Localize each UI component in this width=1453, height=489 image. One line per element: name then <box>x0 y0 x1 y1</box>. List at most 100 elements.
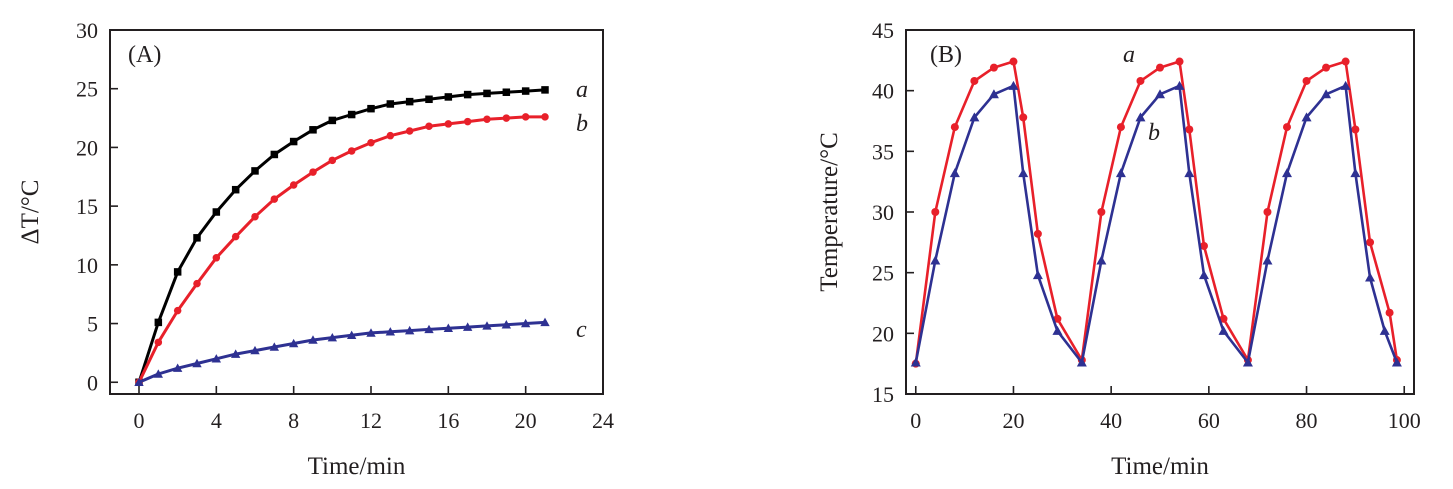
x-tick-label: 100 <box>1388 408 1421 433</box>
series-line <box>914 60 1399 364</box>
series-line <box>137 88 546 383</box>
x-tick-label: 40 <box>1100 408 1122 433</box>
data-point <box>269 342 280 351</box>
data-point <box>1009 57 1018 66</box>
data-point <box>328 116 337 125</box>
data-point <box>1175 57 1184 66</box>
data-point <box>1174 80 1185 90</box>
data-point <box>541 113 549 121</box>
data-point <box>463 90 472 99</box>
data-point <box>989 63 998 72</box>
data-point <box>1135 112 1146 122</box>
data-point <box>385 327 396 336</box>
y-axis-title: ΔT/°C <box>17 180 44 245</box>
data-point <box>520 318 531 328</box>
data-point <box>154 318 163 327</box>
series-label-c: c <box>576 317 587 343</box>
data-point <box>444 120 453 128</box>
data-point <box>1391 357 1402 367</box>
data-point <box>1097 208 1106 216</box>
data-point <box>444 93 453 101</box>
data-point <box>502 88 511 96</box>
y-tick-label: 45 <box>872 18 894 43</box>
data-point <box>425 122 433 131</box>
data-point <box>289 137 298 146</box>
data-point <box>443 323 454 332</box>
series-label-a: a <box>576 77 588 103</box>
data-point <box>212 208 221 216</box>
data-point <box>1242 357 1253 367</box>
data-point <box>193 234 201 242</box>
data-point <box>1136 76 1145 85</box>
data-point <box>540 317 550 327</box>
data-point <box>969 112 980 122</box>
x-tick-label: 16 <box>437 408 459 433</box>
data-point <box>1198 270 1209 280</box>
data-point <box>405 97 414 106</box>
chart-panel-a: 0 4 8 12 16 20 24 0 5 10 15 20 25 30 Time/min ΔT/°C (A) a… <box>17 18 614 480</box>
series-label-b: b <box>576 111 588 137</box>
data-point <box>1263 208 1272 216</box>
data-point <box>250 345 260 355</box>
data-point <box>1283 123 1291 132</box>
data-point <box>502 114 511 122</box>
x-axis-title: Time/min <box>308 453 406 480</box>
y-tick-label: 30 <box>76 18 98 43</box>
data-point <box>367 138 375 147</box>
x-tick-label: 24 <box>592 408 614 433</box>
data-point <box>211 354 222 363</box>
data-point <box>386 131 395 140</box>
data-point <box>1385 308 1394 317</box>
data-point <box>483 115 491 123</box>
data-point <box>1219 314 1228 323</box>
plot-frame <box>905 29 1415 395</box>
data-point <box>231 185 240 194</box>
y-tick-label: 15 <box>872 382 894 407</box>
data-point <box>1218 325 1229 335</box>
x-tick-label: 8 <box>288 408 299 433</box>
y-tick-label: 20 <box>76 135 98 160</box>
data-point <box>212 254 221 262</box>
data-point <box>1282 168 1292 178</box>
data-point <box>230 349 241 358</box>
data-point <box>424 324 434 334</box>
data-point <box>309 168 317 176</box>
data-point <box>231 232 240 241</box>
plot-frame <box>109 29 604 395</box>
data-point <box>1351 125 1360 134</box>
data-point <box>1366 238 1375 247</box>
data-point <box>1116 123 1125 132</box>
data-point <box>154 338 163 347</box>
data-point <box>949 168 960 178</box>
data-point <box>328 156 337 165</box>
data-point <box>1185 125 1194 134</box>
y-tick-label: 0 <box>87 370 98 395</box>
data-point <box>1262 255 1273 265</box>
data-point <box>1350 168 1361 178</box>
data-point <box>386 100 395 108</box>
data-point <box>1052 325 1063 335</box>
data-point <box>153 369 164 378</box>
data-point <box>931 208 940 216</box>
series-line <box>138 320 546 384</box>
data-point <box>541 86 549 94</box>
x-tick-label: 0 <box>134 408 145 433</box>
y-tick-label: 10 <box>76 253 98 278</box>
data-point <box>327 332 338 342</box>
data-point <box>1019 113 1028 122</box>
data-point <box>346 330 357 340</box>
data-point <box>288 338 299 348</box>
data-point <box>482 321 492 330</box>
y-tick-label: 40 <box>872 79 894 104</box>
data-point <box>1322 63 1331 72</box>
data-point <box>425 95 433 104</box>
data-point <box>501 320 512 329</box>
data-point <box>251 212 259 221</box>
data-point <box>193 279 201 288</box>
data-point <box>173 268 182 276</box>
y-tick-label: 25 <box>76 77 98 102</box>
x-tick-label: 60 <box>1198 408 1220 433</box>
data-point <box>521 87 530 95</box>
data-point <box>1301 112 1312 122</box>
